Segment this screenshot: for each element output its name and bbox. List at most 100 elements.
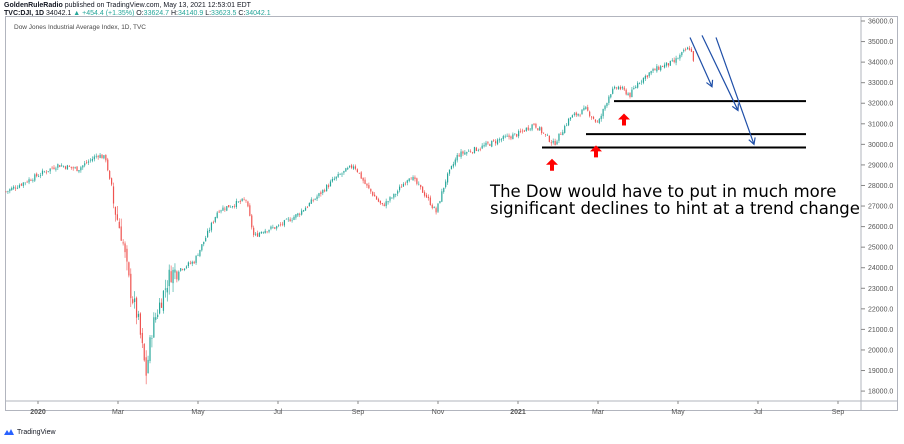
candle-body xyxy=(64,166,67,169)
candle-body xyxy=(567,118,570,126)
candle-body xyxy=(665,62,668,66)
candle-body xyxy=(208,230,211,232)
candle-body xyxy=(537,128,539,131)
candle-body xyxy=(646,75,648,78)
candle-body xyxy=(49,168,51,172)
candle-body xyxy=(648,72,650,77)
candle-body xyxy=(692,51,694,61)
candle-body xyxy=(112,186,115,204)
candle-body xyxy=(560,134,562,135)
candle-body xyxy=(354,166,357,169)
candle-body xyxy=(243,199,245,200)
candle-body xyxy=(86,162,88,164)
candle-body xyxy=(316,196,318,199)
candle-body xyxy=(544,133,547,135)
candle-body xyxy=(341,173,343,175)
candle-body xyxy=(483,145,485,147)
candle-body xyxy=(370,188,372,192)
candle-body xyxy=(105,154,107,161)
candle-body xyxy=(187,262,189,267)
tradingview-logo-icon xyxy=(4,429,14,435)
candle-body xyxy=(329,181,332,187)
candle-body xyxy=(447,173,449,183)
candle-body xyxy=(299,213,301,215)
candle-body xyxy=(441,191,443,202)
candle-body xyxy=(408,178,410,181)
candle-body xyxy=(581,109,583,115)
candle-body xyxy=(15,187,17,189)
x-tick-label: Sep xyxy=(352,409,365,416)
candle-body xyxy=(76,166,78,172)
x-tick-label: May xyxy=(191,409,205,416)
candle-body xyxy=(201,244,203,251)
candle-body xyxy=(500,139,502,141)
candle-body xyxy=(352,166,355,169)
candle-body xyxy=(658,66,660,70)
candle-body xyxy=(36,173,38,177)
candle-body xyxy=(552,140,554,143)
candle-body xyxy=(281,223,284,225)
open: 33624.7 xyxy=(143,10,169,17)
candle-body xyxy=(481,145,483,149)
candle-body xyxy=(84,163,86,166)
candle-body xyxy=(548,135,550,142)
x-tick-label: Jul xyxy=(274,409,283,416)
candle-body xyxy=(41,170,44,175)
trend-arrow xyxy=(701,35,739,111)
publisher[interactable]: GoldenRuleRadio xyxy=(4,2,63,9)
candle-body xyxy=(387,201,389,203)
candle-body xyxy=(406,180,408,183)
candle-body xyxy=(107,159,109,171)
candle-body xyxy=(291,219,293,221)
candle-body xyxy=(43,171,45,173)
candle-body xyxy=(47,171,49,172)
candle-body xyxy=(454,159,456,165)
candle-body xyxy=(383,204,385,207)
candle-body xyxy=(203,241,205,245)
chart-frame[interactable] xyxy=(5,16,898,411)
candle-body xyxy=(625,89,627,95)
candle-body xyxy=(656,66,658,72)
candle-body xyxy=(385,201,387,207)
candle-body xyxy=(5,191,7,193)
candle-body xyxy=(183,268,186,270)
candle-body xyxy=(289,219,291,222)
footer: TradingView xyxy=(3,428,56,436)
c-label: C: xyxy=(238,10,246,17)
y-tick-label: 34000.0 xyxy=(868,60,893,67)
candle-body xyxy=(400,186,403,188)
arrow-head-icon xyxy=(748,137,756,146)
candle-body xyxy=(82,165,84,168)
candle-body xyxy=(39,175,42,176)
candle-body xyxy=(97,156,99,158)
candle-body xyxy=(412,177,414,181)
x-tick-label: May xyxy=(671,409,685,416)
candle-body xyxy=(562,132,564,136)
candle-body xyxy=(180,268,182,271)
candle-body xyxy=(546,135,549,136)
candle-body xyxy=(149,337,151,362)
candle-body xyxy=(637,82,639,88)
candle-body xyxy=(571,115,573,118)
tradingview-brand[interactable]: TradingView xyxy=(17,428,56,436)
candle-body xyxy=(312,200,314,201)
candle-body xyxy=(615,87,618,89)
candle-body xyxy=(429,197,431,206)
candle-body xyxy=(59,165,61,168)
candle-body xyxy=(427,196,429,199)
candle-body xyxy=(389,197,391,201)
candle-body xyxy=(399,186,401,191)
candle-body xyxy=(132,299,134,303)
candle-body xyxy=(320,192,322,194)
candle-body xyxy=(304,207,307,211)
candle-body xyxy=(566,124,568,126)
candle-body xyxy=(639,83,641,84)
candle-body xyxy=(78,170,80,172)
candle-body xyxy=(212,222,214,223)
candle-body xyxy=(239,201,241,202)
candle-body xyxy=(164,288,166,290)
candle-body xyxy=(185,266,188,268)
candle-body xyxy=(506,135,508,137)
x-tick-label: Nov xyxy=(432,409,445,416)
